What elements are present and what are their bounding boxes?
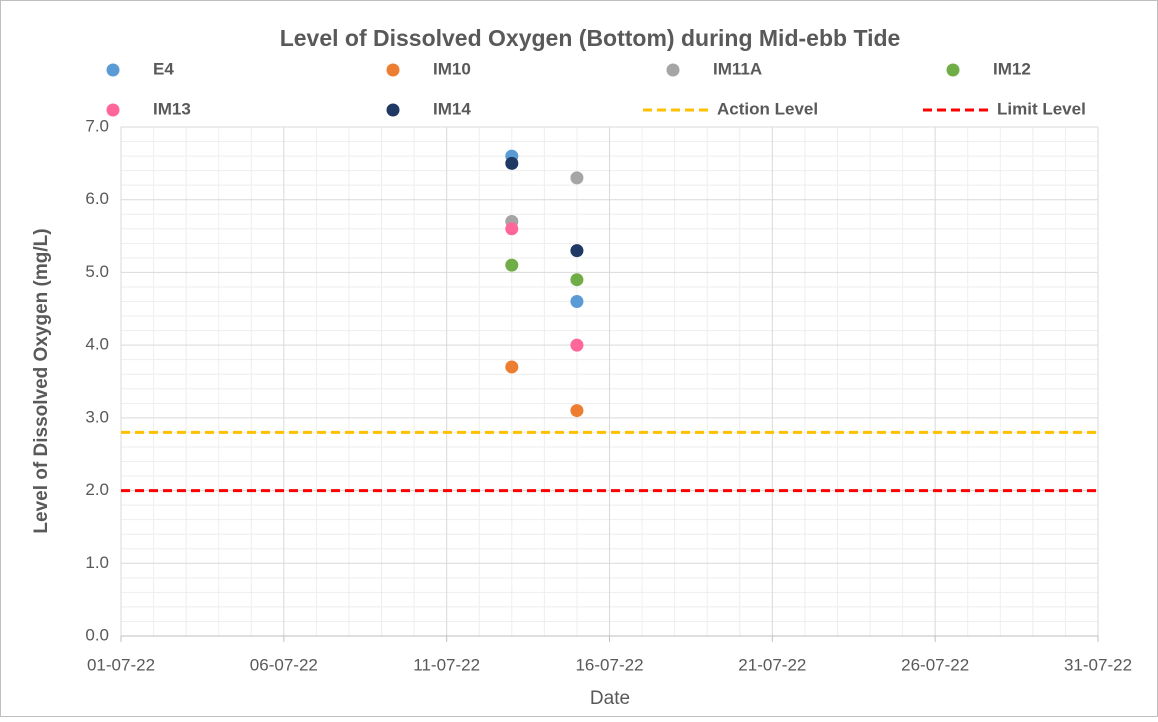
- legend-marker: [666, 63, 680, 77]
- legend-marker: [946, 63, 960, 77]
- x-tick-label: 21-07-22: [738, 655, 806, 674]
- data-point: [570, 273, 584, 287]
- y-tick-label: 3.0: [85, 407, 109, 426]
- legend-label: IM11A: [713, 59, 762, 78]
- data-point: [505, 156, 519, 170]
- data-point: [570, 295, 584, 309]
- data-point: [570, 244, 584, 258]
- data-point: [570, 404, 584, 418]
- legend-marker: [386, 103, 400, 117]
- data-point: [570, 338, 584, 352]
- data-point: [505, 360, 519, 374]
- y-axis-label: Level of Dissolved Oxygen (mg/L): [31, 228, 52, 533]
- data-point: [505, 222, 519, 236]
- legend-label: IM12: [993, 59, 1031, 78]
- y-tick-label: 6.0: [85, 189, 109, 208]
- legend-label: Action Level: [717, 99, 818, 118]
- y-tick-label: 4.0: [85, 335, 109, 354]
- y-tick-label: 1.0: [85, 553, 109, 572]
- x-tick-label: 31-07-22: [1064, 655, 1132, 674]
- y-tick-label: 5.0: [85, 262, 109, 281]
- legend-label: Limit Level: [997, 99, 1086, 118]
- legend-label: E4: [153, 59, 174, 78]
- data-point: [570, 171, 584, 185]
- legend-marker: [106, 63, 120, 77]
- y-tick-label: 0.0: [85, 625, 109, 644]
- x-tick-label: 26-07-22: [901, 655, 969, 674]
- x-axis-label: Date: [590, 688, 630, 709]
- x-tick-label: 01-07-22: [87, 655, 155, 674]
- data-point: [505, 258, 519, 272]
- legend-label: IM14: [433, 99, 471, 118]
- x-tick-label: 11-07-22: [413, 655, 480, 674]
- y-tick-label: 7.0: [85, 116, 109, 135]
- y-tick-label: 2.0: [85, 480, 109, 499]
- legend-marker: [386, 63, 400, 77]
- chart-title: Level of Dissolved Oxygen (Bottom) durin…: [280, 25, 901, 51]
- legend-label: IM13: [153, 99, 191, 118]
- x-tick-label: 06-07-22: [250, 655, 318, 674]
- legend-marker: [106, 103, 120, 117]
- x-tick-label: 16-07-22: [575, 655, 643, 674]
- legend-label: IM10: [433, 59, 471, 78]
